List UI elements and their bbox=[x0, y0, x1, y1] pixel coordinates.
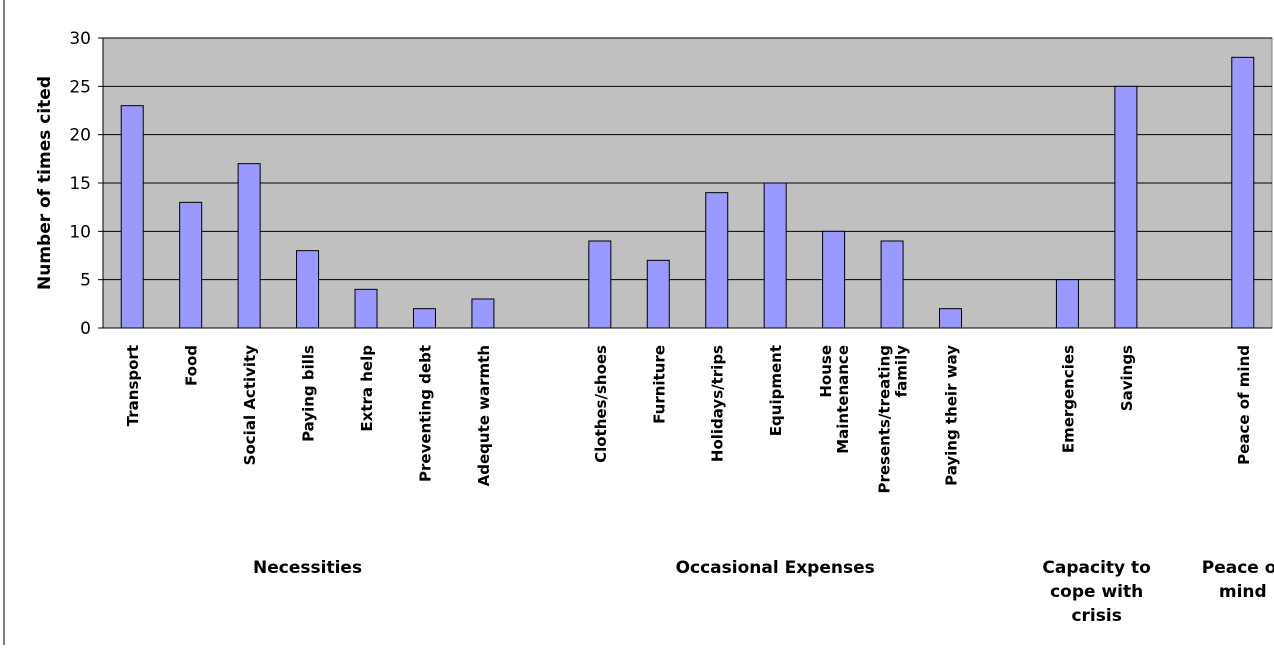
bar-series bbox=[120, 56, 1255, 329]
bar-equipment bbox=[763, 182, 787, 329]
y-tick-label: 25 bbox=[69, 77, 91, 97]
group-label: Capacity to bbox=[1042, 558, 1150, 578]
bar-holidays-trips bbox=[705, 192, 729, 329]
category-label: Transport bbox=[124, 345, 142, 426]
category-label: Paying their way bbox=[943, 345, 961, 486]
category-label: Paying bills bbox=[300, 345, 318, 442]
category-label: Social Activity bbox=[241, 345, 259, 466]
category-label: Presents/treating bbox=[876, 345, 894, 494]
category-labels: Transport Food Social Activity Paying bills… bbox=[124, 345, 1253, 494]
bar-savings bbox=[1114, 85, 1138, 329]
category-label: Savings bbox=[1118, 345, 1136, 411]
y-tick-label: 5 bbox=[80, 271, 91, 291]
y-tick-label: 0 bbox=[80, 319, 91, 339]
bar-presents-treating-family bbox=[880, 240, 904, 329]
bar-clothes-shoes bbox=[588, 240, 612, 329]
bar-extra-help bbox=[354, 288, 378, 329]
bar-preventing-debt bbox=[412, 308, 436, 329]
bar-transport bbox=[120, 105, 144, 329]
bar-paying-their-way bbox=[939, 308, 963, 329]
category-label: Maintenance bbox=[834, 345, 852, 454]
category-label: family bbox=[893, 345, 911, 398]
bar-furniture bbox=[646, 259, 670, 329]
category-label: Holidays/trips bbox=[709, 345, 727, 462]
y-tick-label: 30 bbox=[69, 29, 91, 49]
y-tick-label: 20 bbox=[69, 126, 91, 146]
category-label: Preventing debt bbox=[416, 345, 434, 482]
category-label: Emergencies bbox=[1059, 345, 1077, 453]
category-label: Adequte warmth bbox=[475, 345, 493, 486]
y-tick-labels: 0 5 10 15 20 25 30 bbox=[69, 29, 103, 339]
category-label: House bbox=[817, 345, 835, 398]
bar-emergencies bbox=[1055, 279, 1079, 329]
group-label: Occasional Expenses bbox=[676, 558, 875, 578]
group-label: cope with bbox=[1050, 582, 1143, 602]
group-labels: Necessities Occasional Expenses Capacity t… bbox=[253, 558, 1274, 626]
bar-adequte-warmth bbox=[471, 298, 495, 329]
category-label: Equipment bbox=[767, 345, 785, 436]
bar-food bbox=[179, 201, 203, 329]
group-label: crisis bbox=[1071, 606, 1121, 626]
group-label: Peace of bbox=[1202, 558, 1274, 578]
y-tick-label: 10 bbox=[69, 222, 91, 242]
bar-house-maintenance bbox=[822, 230, 846, 329]
group-label: Necessities bbox=[253, 558, 362, 578]
group-label: mind bbox=[1219, 582, 1267, 602]
bar-peace-of-mind bbox=[1231, 56, 1255, 329]
category-label: Clothes/shoes bbox=[592, 345, 610, 463]
category-label: Extra help bbox=[358, 345, 376, 432]
y-tick-label: 15 bbox=[69, 174, 91, 194]
category-label: Food bbox=[183, 345, 201, 386]
category-label: Peace of mind bbox=[1235, 345, 1253, 465]
category-label: Furniture bbox=[650, 345, 668, 424]
bar-paying-bills bbox=[296, 250, 320, 329]
bar-social-activity bbox=[237, 163, 261, 329]
y-axis-title: Number of times cited bbox=[35, 76, 55, 290]
